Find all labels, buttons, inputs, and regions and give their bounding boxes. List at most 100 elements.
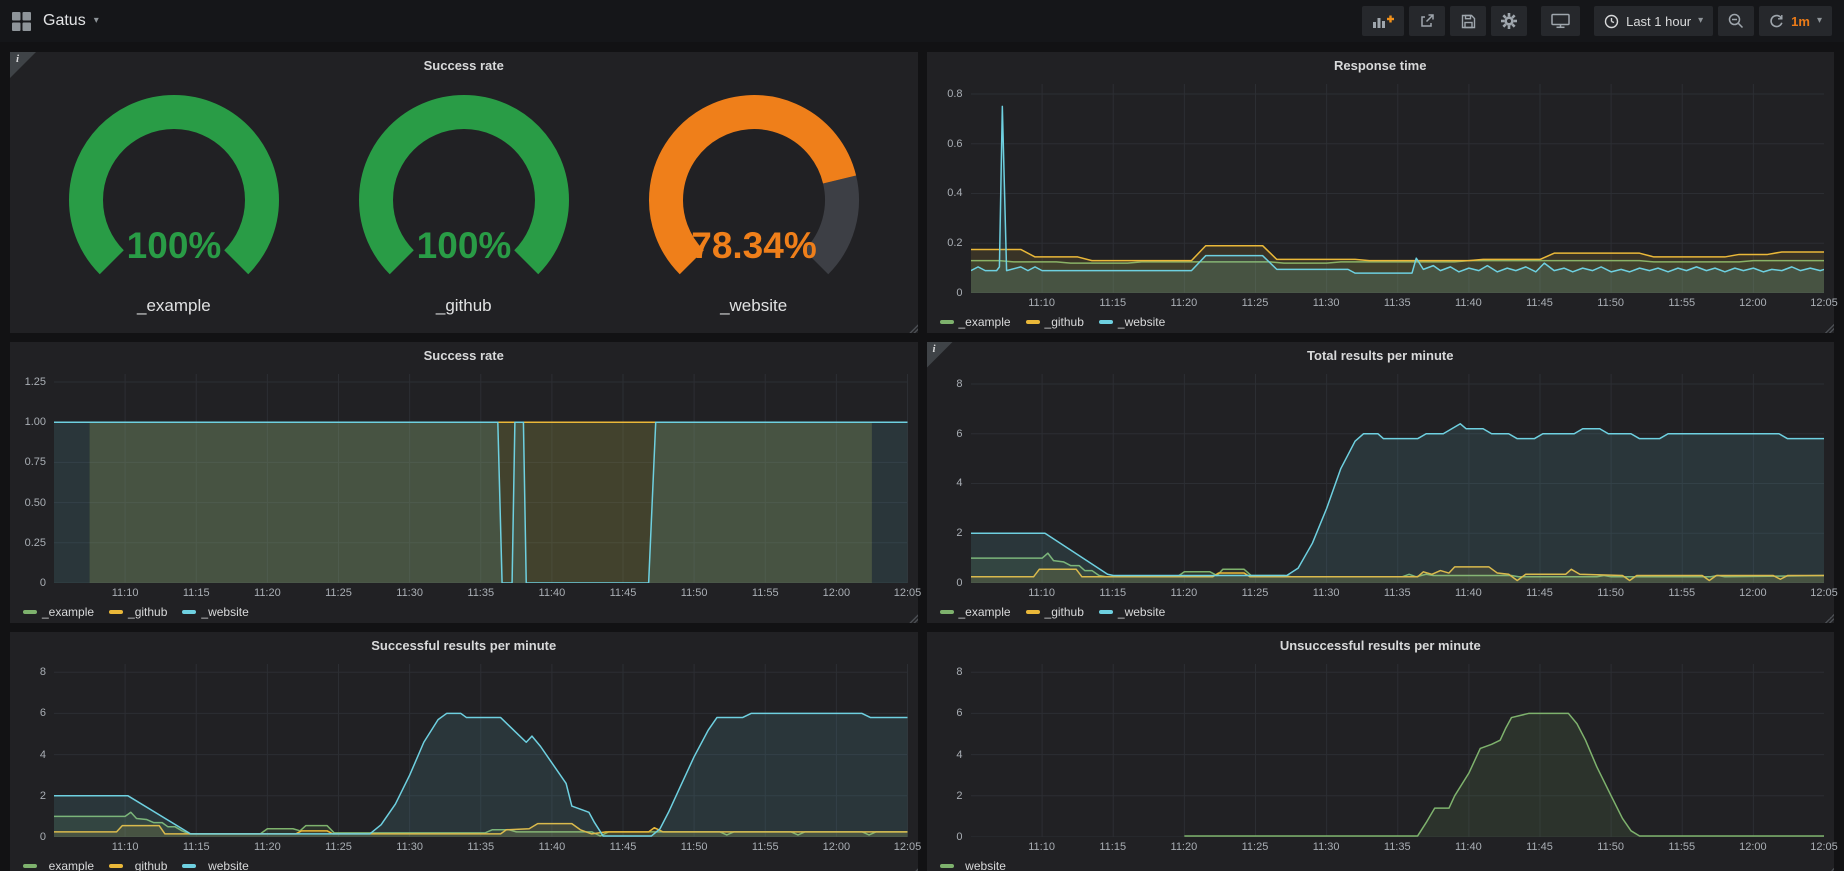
gauge-arc: 78.34% <box>628 88 880 300</box>
plot-area <box>971 84 1825 293</box>
x-tick-label: 11:35 <box>1384 841 1411 853</box>
legend-item-_example[interactable]: _example <box>940 315 1011 329</box>
legend-item-_website[interactable]: _website <box>1099 605 1165 619</box>
x-tick-label: 11:45 <box>610 587 637 599</box>
chevron-down-icon: ▾ <box>94 16 99 26</box>
x-tick-label: 11:45 <box>1526 297 1553 309</box>
y-tick-label: 0.75 <box>25 456 46 468</box>
legend-color-dash <box>1026 610 1040 614</box>
x-tick-label: 11:25 <box>325 587 352 599</box>
panel-resize-handle[interactable] <box>908 613 918 623</box>
panel-title[interactable]: Successful results per minute <box>10 632 918 658</box>
time-range-picker[interactable]: Last 1 hour ▾ <box>1594 6 1713 36</box>
legend-item-_github[interactable]: _github <box>109 859 167 871</box>
plot-canvas <box>971 84 1825 293</box>
gauge-row: 100%_example100%_github78.34%_website <box>10 78 918 333</box>
legend-item-_website[interactable]: _website <box>940 859 1006 871</box>
x-axis: 11:1011:1511:2011:2511:3011:3511:4011:45… <box>971 837 1825 855</box>
y-axis: 00.250.500.751.001.25 <box>16 374 54 583</box>
panel-resize-handle[interactable] <box>908 323 918 333</box>
x-tick-label: 12:00 <box>823 587 851 599</box>
y-tick-label: 4 <box>956 477 962 489</box>
legend: _example _github _website <box>10 855 918 871</box>
chevron-down-icon: ▾ <box>1698 16 1703 26</box>
x-tick-label: 11:30 <box>1313 587 1340 599</box>
x-tick-label: 11:40 <box>539 587 566 599</box>
panel-resize-handle[interactable] <box>1824 613 1834 623</box>
y-tick-label: 1.25 <box>25 376 46 388</box>
settings-button[interactable] <box>1491 6 1527 36</box>
plot-area <box>971 374 1825 583</box>
y-axis: 02468 <box>933 664 971 837</box>
x-tick-label: 12:00 <box>1739 587 1767 599</box>
legend-color-dash <box>940 864 954 868</box>
y-tick-label: 2 <box>956 527 962 539</box>
panel-resize-handle[interactable] <box>1824 867 1834 871</box>
y-axis: 02468 <box>933 374 971 583</box>
x-tick-label: 11:25 <box>1242 297 1269 309</box>
legend-item-_example[interactable]: _example <box>23 859 94 871</box>
y-axis: 02468 <box>16 664 54 837</box>
legend-series-name: _website <box>1118 315 1165 329</box>
zoom-out-button[interactable] <box>1718 6 1754 36</box>
panel-title[interactable]: Success rate <box>10 52 918 78</box>
tv-mode-button[interactable] <box>1541 6 1580 36</box>
x-tick-label: 12:00 <box>1739 841 1767 853</box>
panel-title[interactable]: Total results per minute <box>927 342 1835 368</box>
panel-title[interactable]: Response time <box>927 52 1835 78</box>
plot-canvas <box>54 664 908 837</box>
legend-item-_website[interactable]: _website <box>182 605 248 619</box>
x-tick-label: 11:30 <box>1313 841 1340 853</box>
y-tick-label: 0 <box>956 577 962 589</box>
panel-resize-handle[interactable] <box>1824 323 1834 333</box>
plot-area <box>54 664 908 837</box>
dashboards-icon[interactable] <box>12 12 31 31</box>
x-axis: 11:1011:1511:2011:2511:3011:3511:4011:45… <box>54 583 908 601</box>
legend-color-dash <box>940 610 954 614</box>
x-tick-label: 11:15 <box>1099 587 1126 599</box>
refresh-button[interactable]: 1m ▾ <box>1759 6 1832 36</box>
x-tick-label: 11:15 <box>183 841 210 853</box>
x-axis: 11:1011:1511:2011:2511:3011:3511:4011:45… <box>971 583 1825 601</box>
y-tick-label: 0 <box>956 287 962 299</box>
x-tick-label: 11:15 <box>1099 841 1126 853</box>
save-button[interactable] <box>1450 6 1486 36</box>
legend-item-_example[interactable]: _example <box>23 605 94 619</box>
y-tick-label: 0.50 <box>25 497 46 509</box>
legend-item-_example[interactable]: _example <box>940 605 1011 619</box>
legend-series-name: _example <box>959 315 1011 329</box>
x-tick-label: 11:45 <box>1526 587 1553 599</box>
x-tick-label: 11:45 <box>1526 841 1553 853</box>
x-tick-label: 11:55 <box>752 587 779 599</box>
legend-item-_github[interactable]: _github <box>109 605 167 619</box>
panel-unsuccessful-results: Unsuccessful results per minute 02468 11… <box>927 632 1835 871</box>
x-tick-label: 11:10 <box>1028 841 1055 853</box>
legend-item-_website[interactable]: _website <box>182 859 248 871</box>
legend-item-_github[interactable]: _github <box>1026 605 1084 619</box>
dashboard-title-dropdown[interactable]: Gatus ▾ <box>43 12 99 30</box>
legend-item-_website[interactable]: _website <box>1099 315 1165 329</box>
panel-successful-results: Successful results per minute 02468 11:1… <box>10 632 918 871</box>
x-tick-label: 11:30 <box>396 587 423 599</box>
y-tick-label: 6 <box>956 428 962 440</box>
legend-item-_github[interactable]: _github <box>1026 315 1084 329</box>
x-tick-label: 11:35 <box>1384 587 1411 599</box>
share-button[interactable] <box>1409 6 1445 36</box>
legend: _website <box>927 855 1835 871</box>
panel-success-rate-gauges: i Success rate 100%_example100%_github78… <box>10 52 918 333</box>
x-tick-label: 11:40 <box>1455 841 1482 853</box>
x-tick-label: 12:00 <box>823 841 851 853</box>
x-tick-label: 12:00 <box>1739 297 1767 309</box>
x-tick-label: 12:05 <box>1810 841 1838 853</box>
panel-title[interactable]: Unsuccessful results per minute <box>927 632 1835 658</box>
y-tick-label: 2 <box>40 790 46 802</box>
panel-title[interactable]: Success rate <box>10 342 918 368</box>
dashboard-title: Gatus <box>43 12 86 30</box>
y-tick-label: 2 <box>956 790 962 802</box>
legend-series-name: _website <box>1118 605 1165 619</box>
x-tick-label: 11:40 <box>1455 587 1482 599</box>
legend: _example _github _website <box>927 311 1835 333</box>
panel-resize-handle[interactable] <box>908 867 918 871</box>
legend: _example _github _website <box>927 601 1835 623</box>
add-panel-button[interactable] <box>1362 6 1404 36</box>
